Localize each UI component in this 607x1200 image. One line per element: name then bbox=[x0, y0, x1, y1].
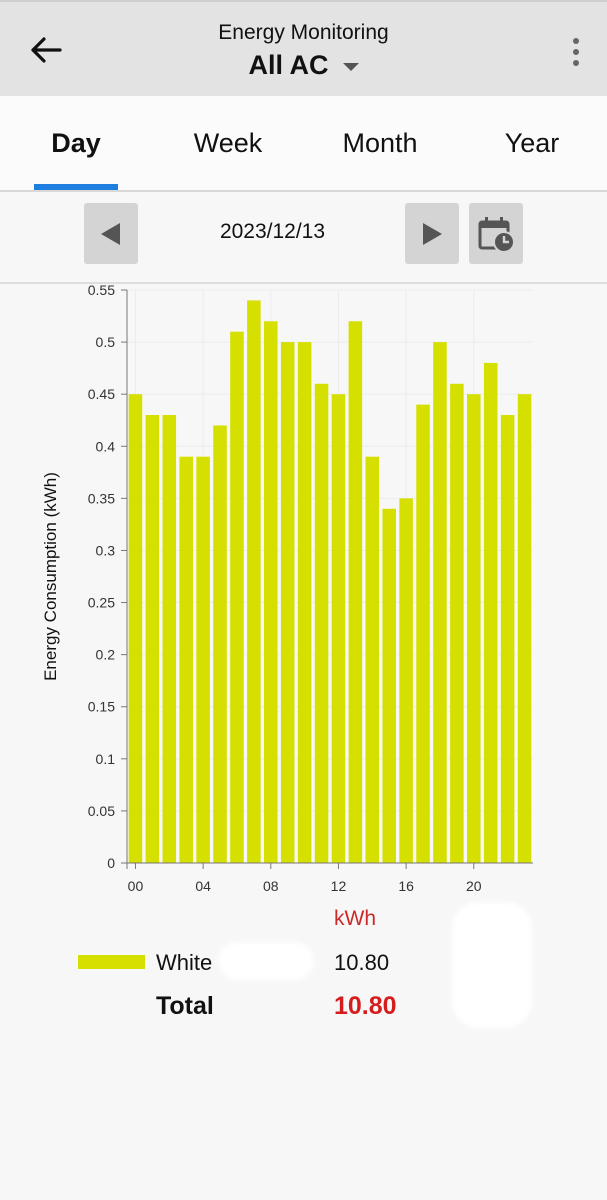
bar bbox=[247, 300, 261, 863]
x-tick-label: 04 bbox=[195, 878, 211, 894]
page-title: Energy Monitoring bbox=[218, 21, 389, 44]
triangle-left-icon bbox=[101, 222, 120, 245]
x-tick-label: 08 bbox=[263, 878, 279, 894]
bar bbox=[213, 425, 227, 863]
menu-dot bbox=[573, 49, 579, 55]
bar-chart-svg: 0 0.05 0.1 0.15 0.2 0.25 0.3 0.35 0.4 0.45 0.5 0.55… bbox=[41, 284, 533, 894]
title-block: Energy Monitoring All AC bbox=[150, 20, 457, 82]
tab-year[interactable]: Year bbox=[504, 127, 560, 158]
y-tick-label: 0.45 bbox=[88, 386, 115, 402]
bar bbox=[331, 394, 346, 863]
y-tick-label: 0 bbox=[107, 855, 115, 871]
series-total-value: 10.80 bbox=[334, 950, 390, 975]
previous-date-button[interactable] bbox=[84, 203, 138, 264]
bar bbox=[128, 394, 143, 863]
bar bbox=[162, 415, 177, 863]
app-bar: Energy Monitoring All AC bbox=[0, 0, 607, 96]
triangle-right-icon bbox=[423, 222, 442, 245]
tab-week[interactable]: Week bbox=[193, 127, 263, 158]
bar bbox=[196, 456, 210, 863]
bar bbox=[382, 508, 396, 863]
y-tick-label: 0.4 bbox=[96, 438, 116, 454]
bar bbox=[264, 321, 278, 864]
back-button[interactable] bbox=[22, 28, 70, 72]
bar bbox=[399, 498, 413, 863]
energy-chart: 0 0.05 0.1 0.15 0.2 0.25 0.3 0.35 0.4 0.45 0.5 0.55… bbox=[0, 284, 607, 904]
arrow-left-icon bbox=[31, 37, 62, 63]
y-axis-title: Energy Consumption (kWh) bbox=[41, 472, 60, 681]
x-tick-label: 12 bbox=[331, 878, 347, 894]
bar bbox=[416, 404, 430, 863]
y-tick-label: 0.05 bbox=[88, 803, 115, 819]
more-vert-icon[interactable] bbox=[559, 32, 593, 72]
date-navigator: 2023/12/13 bbox=[0, 192, 607, 284]
current-date[interactable]: 2023/12/13 bbox=[219, 220, 326, 243]
bar bbox=[314, 383, 329, 863]
bar bbox=[500, 415, 515, 863]
bar bbox=[230, 331, 244, 863]
legend-series-name: White bbox=[156, 950, 213, 975]
bar bbox=[297, 342, 312, 863]
x-tick-label: 16 bbox=[398, 878, 414, 894]
bar bbox=[365, 456, 380, 863]
y-tick-label: 0.15 bbox=[88, 699, 115, 715]
total-value: 10.80 bbox=[334, 992, 397, 1020]
unit-label: kWh bbox=[334, 907, 376, 930]
calendar-button[interactable] bbox=[469, 203, 523, 264]
device-name: All AC bbox=[248, 50, 329, 80]
x-tick-label: 00 bbox=[128, 878, 144, 894]
x-tick-label: 20 bbox=[466, 878, 482, 894]
legend-swatch bbox=[78, 955, 145, 969]
bar bbox=[145, 415, 160, 863]
menu-dot bbox=[573, 38, 579, 44]
y-tick-label: 0.35 bbox=[88, 490, 115, 506]
calendar-clock-icon bbox=[478, 216, 515, 253]
y-tick-label: 0.3 bbox=[96, 542, 116, 558]
y-tick-label: 0.25 bbox=[88, 595, 115, 611]
menu-dot bbox=[573, 60, 579, 66]
active-tab-indicator bbox=[34, 184, 118, 190]
y-tick-label: 0.1 bbox=[96, 751, 116, 767]
bar bbox=[280, 342, 295, 863]
device-selector[interactable]: All AC bbox=[150, 48, 457, 82]
bar bbox=[450, 383, 464, 863]
redaction-mark bbox=[218, 942, 314, 980]
bar bbox=[517, 394, 532, 863]
bar bbox=[179, 456, 193, 863]
bar bbox=[467, 394, 481, 863]
bar bbox=[483, 362, 498, 863]
tab-month[interactable]: Month bbox=[342, 127, 418, 158]
dropdown-caret-icon bbox=[342, 63, 359, 71]
bar bbox=[348, 321, 363, 864]
y-tick-label: 0.5 bbox=[96, 334, 116, 350]
total-label: Total bbox=[156, 992, 214, 1020]
y-tick-label: 0.2 bbox=[96, 647, 116, 663]
redaction-mark bbox=[452, 902, 532, 1028]
bar bbox=[433, 342, 447, 863]
period-tabs: Day Week Month Year bbox=[0, 96, 607, 192]
y-tick-label: 0.55 bbox=[88, 284, 115, 298]
next-date-button[interactable] bbox=[405, 203, 459, 264]
tab-day[interactable]: Day bbox=[51, 127, 101, 158]
